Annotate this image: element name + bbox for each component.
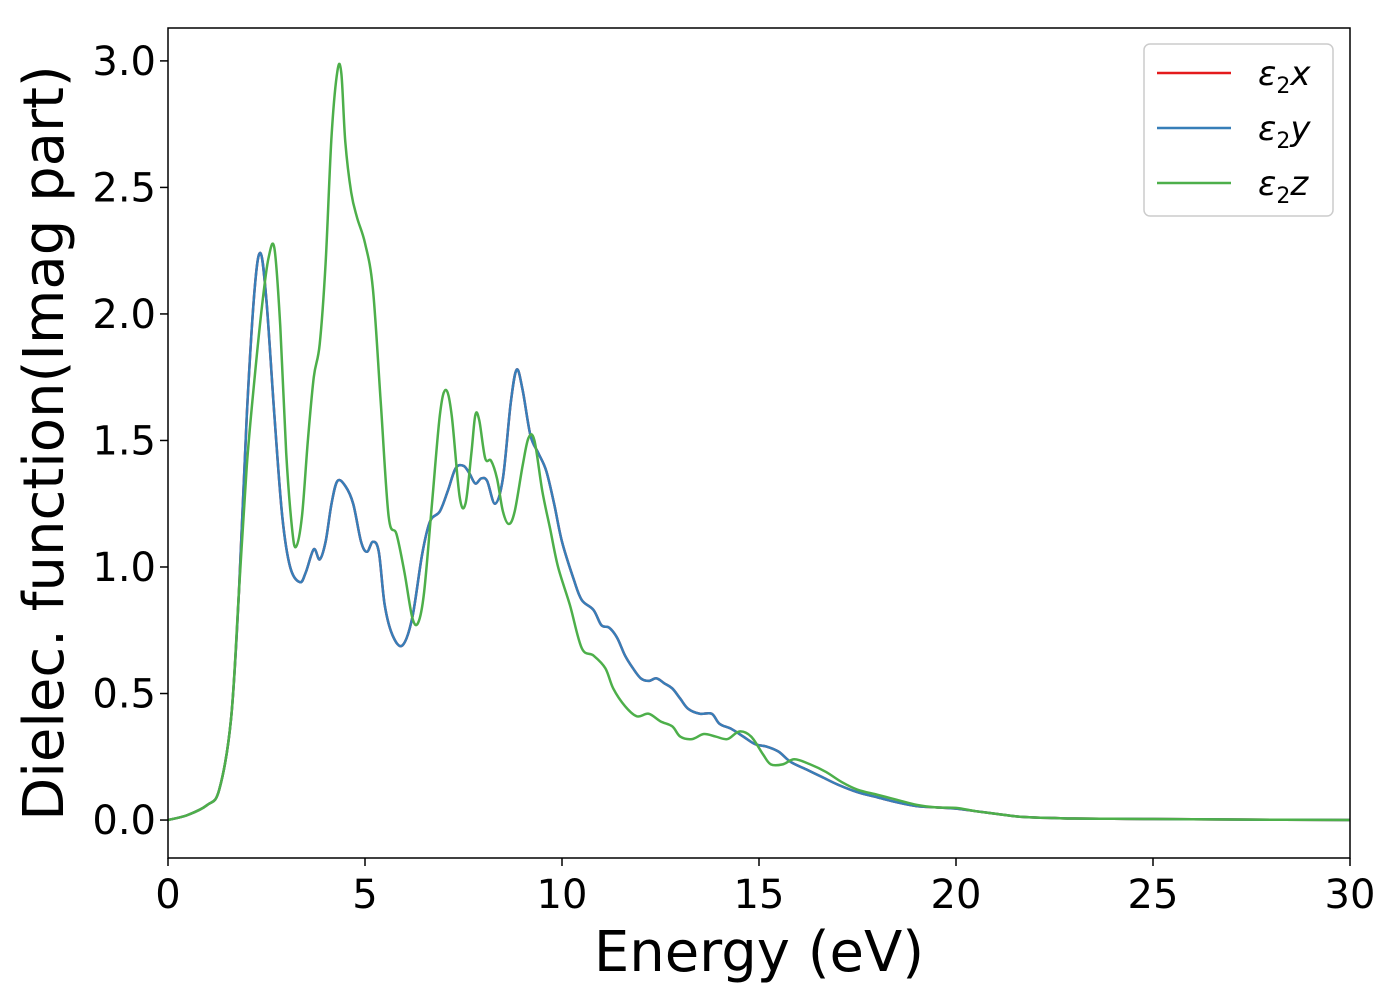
x-axis-ticks: 0 5 10 15 20 25 30 (155, 858, 1375, 918)
series-line-x (167, 251, 1351, 822)
y-axis-ticks: 0.0 0.5 1.0 1.5 2.0 2.5 3.0 (92, 39, 168, 844)
legend-label-y: ε2y (1258, 109, 1311, 154)
plot-curves (167, 62, 1351, 822)
y-tick-label: 0.5 (92, 672, 156, 718)
y-tick-label: 0.0 (92, 798, 156, 844)
x-tick-label: 5 (352, 872, 377, 918)
y-tick-label: 1.0 (92, 545, 156, 591)
y-tick-label: 2.5 (92, 165, 156, 211)
series-line-z (167, 62, 1351, 822)
x-tick-label: 15 (734, 872, 785, 918)
x-tick-label: 20 (931, 872, 982, 918)
y-tick-label: 2.0 (92, 292, 156, 338)
x-tick-label: 30 (1325, 872, 1376, 918)
legend-label-x: ε2x (1258, 54, 1311, 99)
x-tick-label: 0 (155, 872, 180, 918)
series-line-y (167, 251, 1351, 822)
legend-label-z: ε2z (1258, 164, 1309, 209)
y-tick-label: 1.5 (92, 418, 156, 464)
y-axis-label: Dielec. function(Imag part) (12, 65, 77, 821)
x-tick-label: 25 (1128, 872, 1179, 918)
y-tick-label: 3.0 (92, 39, 156, 85)
legend: ε2x ε2y ε2z (1143, 43, 1334, 217)
legend-box (1143, 43, 1334, 217)
x-axis-label: Energy (eV) (594, 920, 924, 985)
x-tick-label: 10 (537, 872, 588, 918)
